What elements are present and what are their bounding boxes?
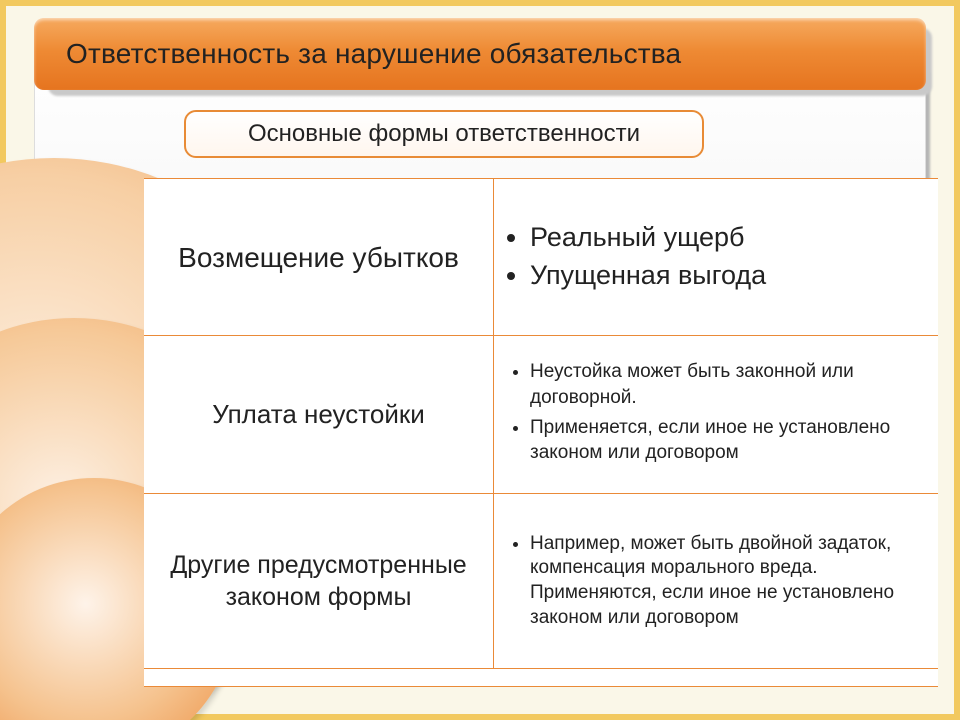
bullet-item: Применяется, если иное не установлено за… [530,415,920,466]
slide-title: Ответственность за нарушение обязательст… [66,38,681,70]
slide-subtitle: Основные формы ответственности [248,120,640,148]
table-row: Другие предусмотренные законом формы Нап… [144,494,938,669]
row-bullets: Например, может быть двойной задаток, ко… [494,494,938,668]
bullet-item: Например, может быть двойной задаток, ко… [530,532,920,631]
row-bullets: Реальный ущерб Упущенная выгода [494,179,938,335]
row-label: Другие предусмотренные законом формы [144,494,494,668]
table-tail-row [144,669,938,687]
table-row: Возмещение убытков Реальный ущерб Упущен… [144,178,938,336]
forms-table: Возмещение убытков Реальный ущерб Упущен… [144,178,938,687]
bullet-item: Реальный ущерб [530,219,920,257]
subtitle-pill: Основные формы ответственности [184,110,704,158]
row-label: Уплата неустойки [144,336,494,493]
slide: Ответственность за нарушение обязательст… [34,18,926,702]
title-bar: Ответственность за нарушение обязательст… [34,18,926,90]
table-row: Уплата неустойки Неустойка может быть за… [144,336,938,494]
bullet-item: Упущенная выгода [530,257,920,295]
row-label: Возмещение убытков [144,179,494,335]
bullet-item: Неустойка может быть законной или догово… [530,359,920,410]
row-bullets: Неустойка может быть законной или догово… [494,336,938,493]
